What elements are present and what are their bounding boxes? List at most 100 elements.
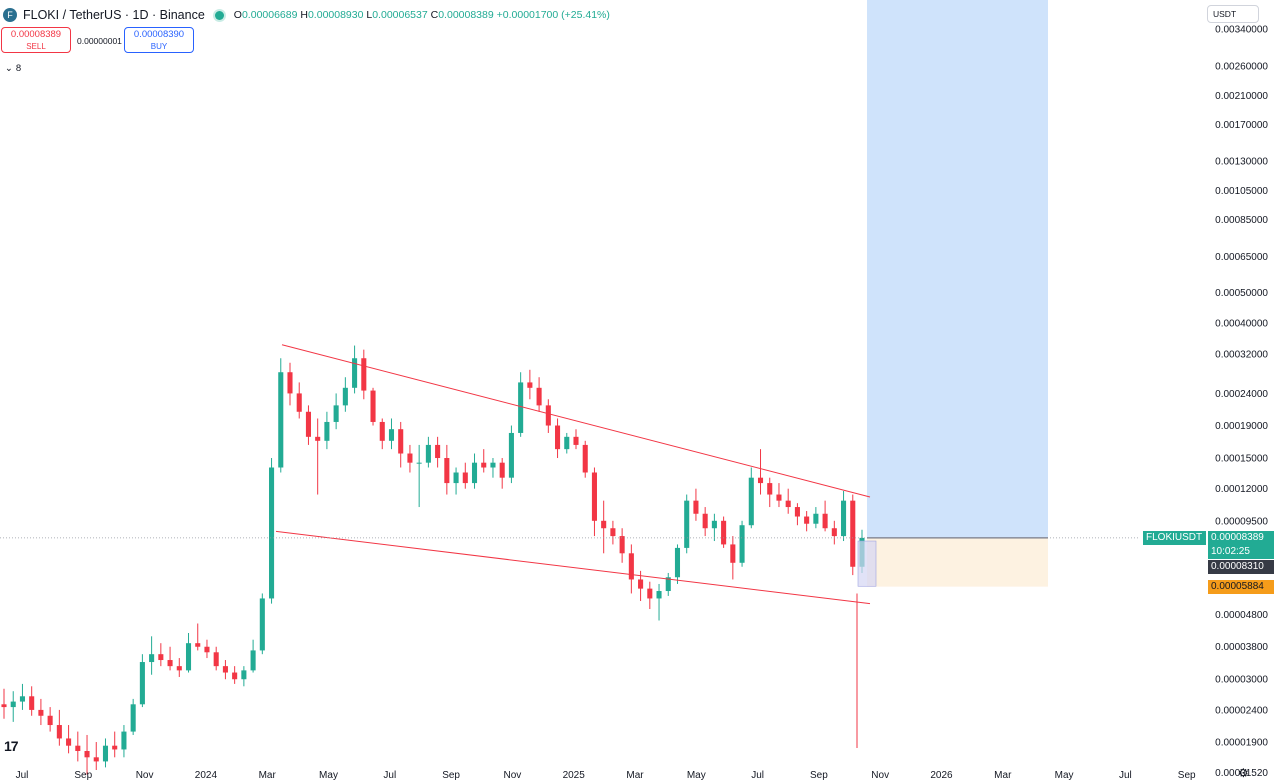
- current-price: 0.00008389: [1211, 531, 1264, 543]
- sell-label: SELL: [26, 42, 46, 51]
- candle-body: [222, 666, 228, 673]
- x-tick-label: Nov: [504, 770, 522, 781]
- candle-body: [158, 654, 164, 661]
- candle-body: [453, 472, 459, 484]
- candle-body: [711, 520, 717, 529]
- candle-body: [471, 462, 478, 484]
- y-tick-label: 0.00004800: [1215, 610, 1268, 621]
- x-tick-label: Sep: [74, 770, 92, 781]
- candle-body: [591, 472, 597, 521]
- x-tick-label: Jul: [383, 770, 396, 781]
- x-tick-label: May: [1055, 770, 1074, 781]
- x-tick-label: Jul: [751, 770, 764, 781]
- candle-body: [93, 757, 99, 762]
- buy-price: 0.00008390: [133, 29, 185, 40]
- candle-body: [102, 745, 109, 762]
- buy-button[interactable]: 0.00008390 BUY: [124, 27, 194, 53]
- gear-icon[interactable]: ⚙: [1238, 766, 1249, 780]
- candle-body: [684, 500, 690, 548]
- candle-body: [785, 500, 791, 508]
- y-tick-label: 0.00024000: [1215, 389, 1268, 400]
- candle-body: [444, 458, 450, 484]
- x-tick-label: May: [319, 770, 338, 781]
- candle-body: [739, 525, 745, 563]
- candle-body: [398, 429, 404, 454]
- candle-body: [130, 704, 136, 732]
- tradingview-logo[interactable]: 17: [4, 738, 19, 754]
- candle-body: [693, 500, 699, 514]
- candle-body: [305, 411, 311, 437]
- candle-body: [121, 731, 127, 750]
- y-tick-label: 0.00019000: [1215, 421, 1268, 432]
- x-tick-label: Sep: [442, 770, 460, 781]
- indicators-toggle[interactable]: ⌄ 8: [2, 60, 24, 76]
- candle-body: [370, 390, 376, 422]
- candle-body: [831, 528, 837, 537]
- currency-button[interactable]: USDT: [1207, 5, 1259, 23]
- x-tick-label: 2025: [563, 770, 586, 781]
- candle-body: [10, 701, 16, 708]
- candle-body: [195, 643, 201, 647]
- y-tick-label: 0.00040000: [1215, 319, 1268, 330]
- candle-body: [499, 462, 505, 478]
- x-tick-label: May: [687, 770, 706, 781]
- candle-body: [674, 547, 681, 578]
- chevron-down-icon: ⌄: [4, 62, 13, 74]
- candle-body: [794, 507, 800, 517]
- y-tick-label: 0.00340000: [1215, 25, 1268, 36]
- candle-body: [638, 579, 644, 589]
- symbol-title[interactable]: FLOKI / TetherUS · 1D · Binance: [23, 8, 205, 22]
- candle-body: [416, 462, 422, 464]
- candle-body: [813, 513, 819, 524]
- current-price-label: 0.00008389 10:02:25: [1208, 530, 1274, 559]
- sell-button[interactable]: 0.00008389 SELL: [1, 27, 71, 53]
- x-tick-label: Sep: [810, 770, 828, 781]
- y-tick-label: 0.00130000: [1215, 157, 1268, 168]
- candle-body: [167, 660, 173, 667]
- candle-body: [19, 696, 25, 702]
- candle-body: [388, 429, 395, 441]
- candle-body: [481, 462, 487, 468]
- x-tick-label: Mar: [259, 770, 277, 781]
- y-tick-label: 0.00009500: [1215, 516, 1268, 527]
- candle-body: [352, 358, 358, 388]
- candle-body: [721, 520, 727, 545]
- candle-body: [324, 421, 330, 441]
- candle-body: [75, 745, 81, 751]
- candle-body: [490, 462, 496, 468]
- y-tick-label: 0.00003000: [1215, 675, 1268, 686]
- buy-label: BUY: [150, 42, 168, 51]
- candle-body: [232, 672, 238, 680]
- candle-body: [647, 588, 653, 599]
- candle-body: [527, 382, 533, 388]
- candle-body: [47, 715, 53, 726]
- sell-price: 0.00008389: [10, 29, 62, 40]
- y-tick-label: 0.00003800: [1215, 642, 1268, 653]
- candle-body: [379, 421, 385, 441]
- spread-value: 0.00000001: [77, 36, 122, 46]
- y-tick-label: 0.00065000: [1215, 252, 1268, 263]
- candle-body: [748, 477, 754, 526]
- candle-body: [730, 544, 736, 563]
- x-tick-label: Jul: [16, 770, 29, 781]
- y-tick-label: 0.00002400: [1215, 705, 1268, 716]
- countdown-timer: 10:02:25: [1211, 545, 1250, 557]
- stop-zone: [867, 537, 1048, 587]
- candle-body: [518, 382, 524, 433]
- candle-body: [822, 513, 828, 529]
- candle-body: [112, 745, 118, 750]
- y-tick-label: 0.00210000: [1215, 91, 1268, 102]
- candle-body: [315, 436, 321, 441]
- x-tick-label: Jul: [1119, 770, 1132, 781]
- candle-body: [582, 444, 588, 473]
- floki-logo-icon: F: [3, 8, 17, 22]
- symbol-header[interactable]: F FLOKI / TetherUS · 1D · Binance O0.000…: [3, 6, 610, 24]
- candle-body: [139, 662, 145, 705]
- y-tick-label: 0.00105000: [1215, 186, 1268, 197]
- stop-price-label: 0.00005884: [1208, 579, 1274, 594]
- candle-body: [804, 516, 810, 524]
- y-tick-label: 0.00050000: [1215, 288, 1268, 299]
- target-zone: [867, 0, 1048, 538]
- candle-body: [850, 500, 856, 567]
